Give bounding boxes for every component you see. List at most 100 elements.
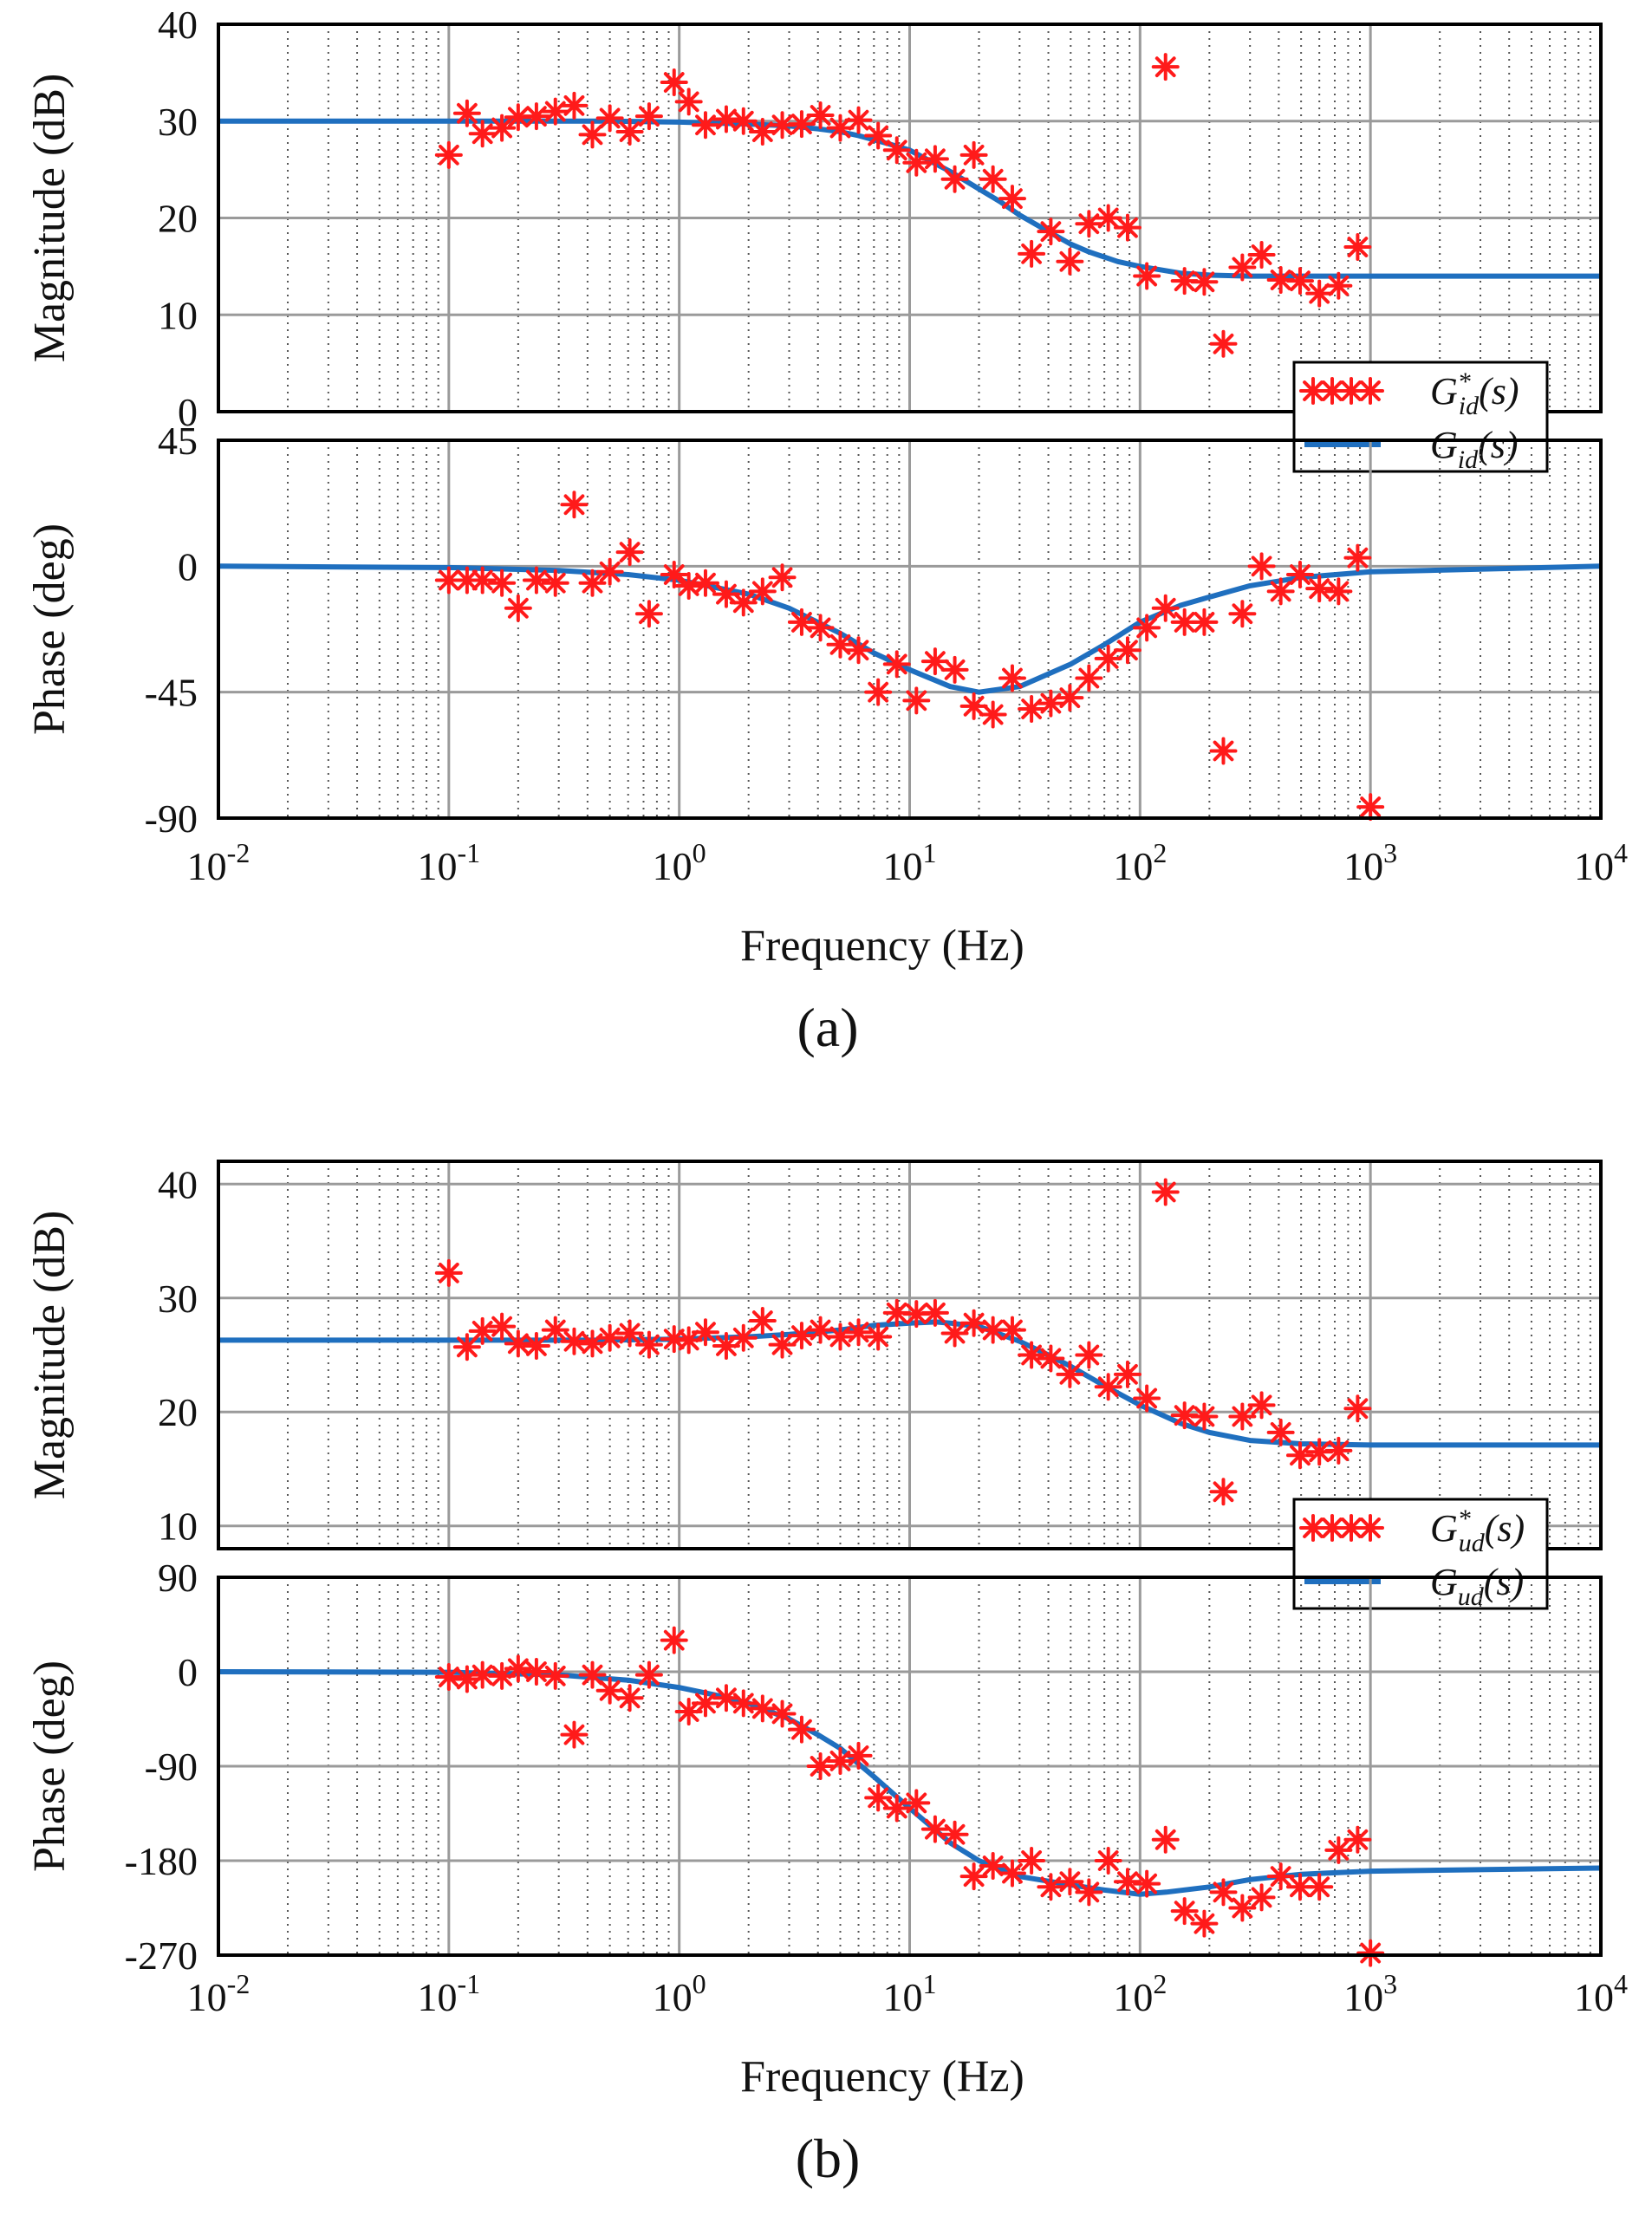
panel-b-magnitude-ytick-label: 10 [158,1504,198,1549]
panel-b-phase-measured-point [1094,1847,1122,1875]
panel-b-phase-xtick-label: 10-2 [187,1968,250,2019]
panel-b-phase-xtick-label: 104 [1574,1968,1628,2019]
panel-a-phase-measured-point [595,557,624,586]
panel-b-phase-measured-point [691,1689,719,1718]
panel-a-magnitude-measured-point [1285,267,1314,296]
panel-b-phase-measured-point [541,1661,569,1690]
panel-b-phase-measured-point [959,1862,988,1891]
panel-a-magnitude-measured-point [882,136,911,165]
panel-b-phase-ytick-label: 90 [158,1556,198,1600]
panel-a-phase-measured-point [806,614,835,642]
panel-a-magnitude-measured-point [806,101,835,130]
panel-b-phase: -270 -180 -90 0 90 Phase (deg) 10-2 10-1 100 101 1… [25,1556,1628,2019]
panel-a-magnitude-measured-point [1343,233,1372,262]
panel-b-phase-measured-point [940,1820,969,1849]
panel-b-phase-ytick-label: -270 [125,1933,198,1978]
panel-b-magnitude-measured-point [998,1316,1026,1344]
panel-b-phase-measured-point [1247,1883,1276,1912]
panel-a-magnitude-measured-point [434,140,463,169]
panel-a-magnitude-measured-point [959,140,988,169]
panel-a-phase-model-line [218,563,1601,695]
panel-b-magnitude-measured-point [691,1318,719,1347]
panel-b-magnitude-measured-point [1266,1418,1295,1446]
panel-a-phase-measured-point [1305,575,1334,603]
panel-a-magnitude-measured-point [1151,53,1180,81]
panel-b-magnitude-measured-point [1209,1478,1238,1506]
panel-b-phase-xtick-label: 103 [1343,1968,1397,2019]
panel-b-phase-measured-point [882,1794,911,1823]
panel-a-phase-measured-point [615,538,644,567]
panel-a-magnitude-measured-point [864,121,893,150]
panel-a-magnitude-measured-point [1094,204,1122,232]
panel-b-phase-xtick-label: 102 [1113,1968,1167,2019]
panel-b-phase-measured-point [674,1698,703,1726]
legend-measured-marker [1318,377,1346,405]
panel-a-phase-measured-point [1018,695,1046,724]
panel-b-phase-measured-point [1266,1862,1295,1891]
panel-b-phase-xtick-label: 100 [653,1968,706,2019]
panel-a-phase-measured-point [768,563,797,592]
panel-a-phase-measured-point [979,700,1007,729]
panel-a-magnitude: 0 10 20 30 40 Magnitude (dB) [25,3,1603,434]
panel-a-phase-measured-point [959,692,988,720]
panel-b-phase-measured-point [844,1741,873,1770]
panel-a-magnitude-measured-point [1133,262,1161,290]
panel-b-phase-measured-point [1037,1873,1065,1901]
panel-b-magnitude-measured-point [768,1330,797,1359]
panel-b-phase-measured-point [1343,1825,1372,1854]
panel-a-magnitude-measured-point [691,111,719,140]
panel-a-magnitude-measured-point [660,68,688,97]
panel-b-phase-measured-point [1285,1873,1314,1901]
panel-a-magnitude-measured-point [844,106,873,134]
panel-a-phase-measured-point [1133,614,1161,642]
panel-a-magnitude-legend: G* id(s)Gid(s) [1292,361,1549,474]
panel-a-phase-measured-point [1343,543,1372,572]
panel-b-phase-measured-point [660,1626,688,1654]
panel-a-magnitude-measured-point [560,91,589,120]
panel-a-phase-measured-point [468,566,497,595]
panel-a-phase-measured-point [1356,793,1385,822]
legend-measured-marker [1299,1514,1327,1542]
panel-a-magnitude-axes-box [217,23,1603,413]
panel-a-phase-measured-point [1209,737,1238,765]
panel-a-label: (a) [797,997,858,1058]
panel-b-magnitude-measured-point [1056,1360,1084,1388]
panel-a-phase-xtick-label: 10-1 [418,837,481,888]
panel-b-phase-measured-point [578,1660,607,1689]
panel-b-magnitude-measured-point [434,1258,463,1287]
panel-a-phase-measured-point [541,569,569,597]
panel-a-magnitude-ytick-label: 10 [158,293,198,337]
panel-a-phase-measured-point [488,569,517,597]
panel-b-magnitude-measured-point [488,1312,517,1341]
panel-b-magnitude-measured-point [920,1298,949,1327]
panel-a-magnitude-measured-point [902,148,931,177]
panel-a-magnitude-measured-point [468,120,497,148]
panel-a-magnitude-measured-point [578,120,607,149]
legend-box [1292,361,1549,473]
panel-b-xlabel: Frequency (Hz) [740,2052,1024,2102]
panel-b-phase-measured-point [902,1789,931,1817]
panel-a-phase-measured-point [634,600,663,628]
panel-b-magnitude-measured-point [1113,1360,1141,1388]
panel-b-magnitude-measured-point [1247,1391,1276,1420]
panel-a-phase-measured-point [1266,577,1295,606]
panel-a-phase-xtick-label: 103 [1343,837,1397,888]
panel-a-phase-measured-point [787,608,816,636]
panel-b-magnitude-measured-point [1018,1341,1046,1369]
panel-a-phase: -90 -45 0 45 Phase (deg) 10-2 10-1 100 101 102 103… [25,419,1628,888]
panel-a-phase-ytick-label: 0 [178,544,198,588]
panel-a-phase-measured-point [691,569,719,597]
panel-b-magnitude-axes-box [217,1160,1603,1550]
panel-b-magnitude-ylabel: Magnitude (dB) [25,1211,75,1500]
panel-b-phase-measured-point [504,1654,532,1683]
panel-a-phase-axes-box [217,439,1603,820]
panel-b-magnitude-legend: G* ud(s)Gud(s) [1292,1498,1549,1611]
panel-b-phase-measured-point [615,1684,644,1712]
legend-measured-marker [1356,1514,1384,1542]
panel-b-phase-measured-point [595,1676,624,1705]
panel-a-magnitude-measured-point [595,104,624,133]
panel-b-phase-axes-box [217,1576,1603,1957]
panel-b-magnitude-ytick-label: 40 [158,1162,198,1206]
panel-b-phase-measured-point [1209,1878,1238,1907]
